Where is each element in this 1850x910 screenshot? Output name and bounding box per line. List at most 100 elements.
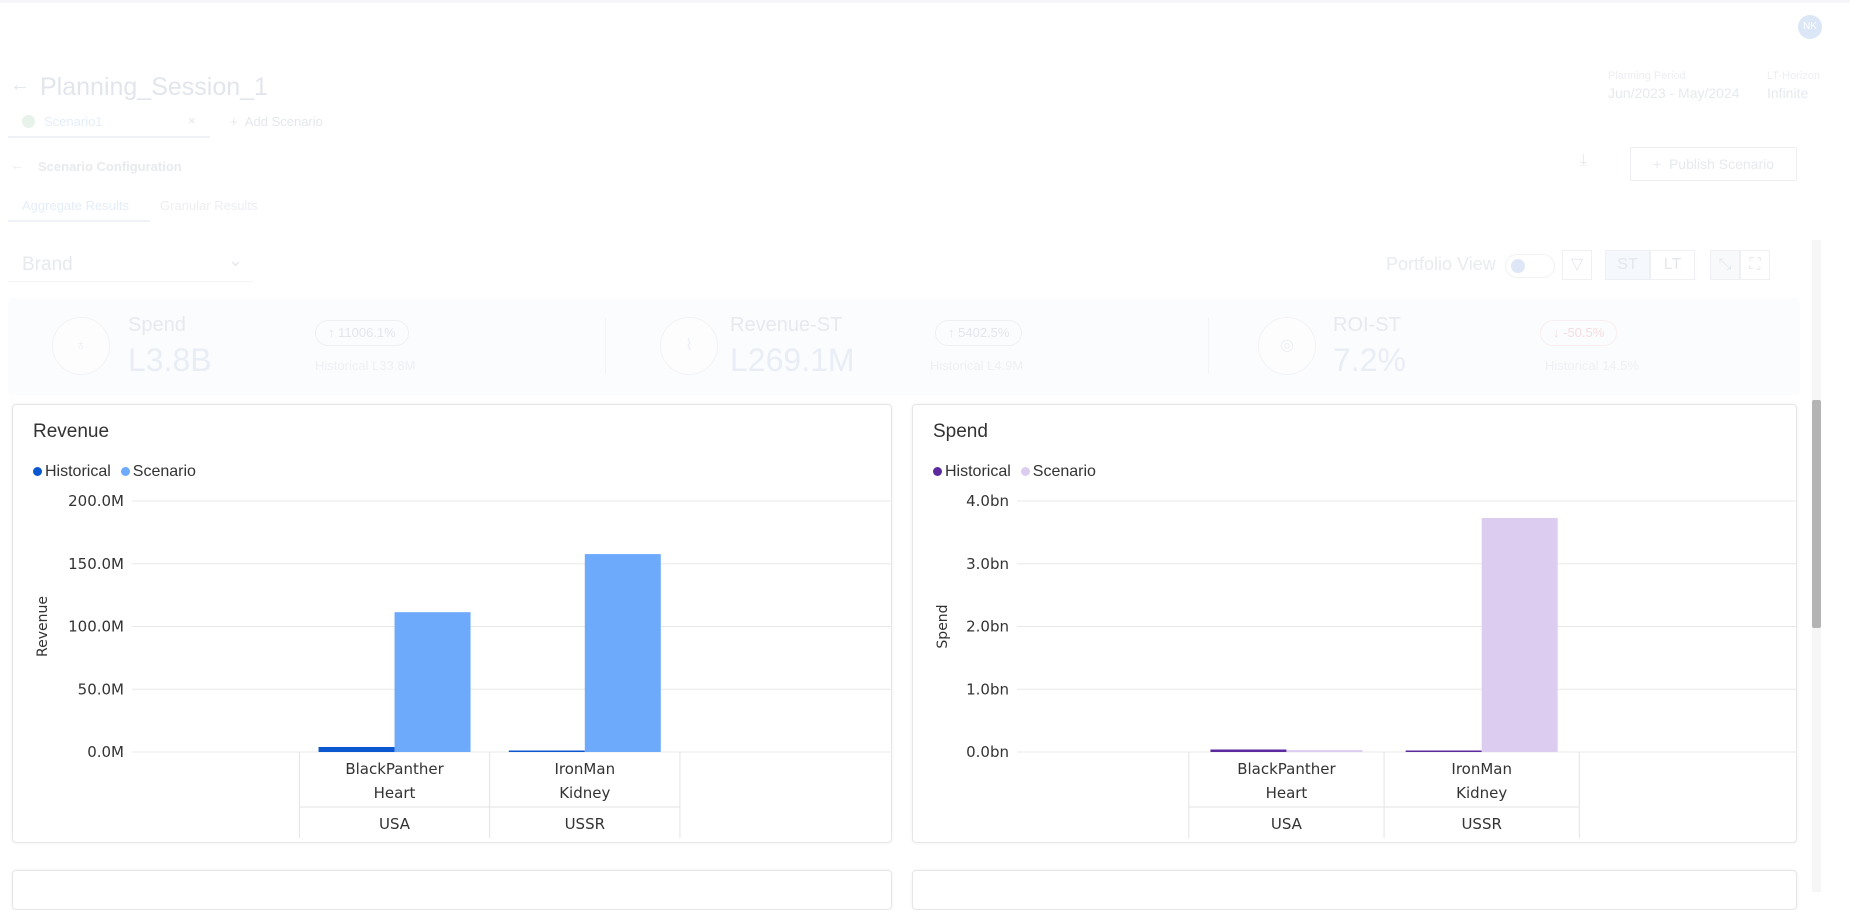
- kpi-revenue-historical: Historical L4.9M: [930, 358, 1024, 373]
- planning-period-label: Planning Period: [1608, 70, 1686, 82]
- chart-card: [912, 870, 1797, 910]
- add-scenario-label: Add Scenario: [244, 114, 323, 129]
- x-tick-label-country: USA: [1271, 815, 1303, 833]
- fullscreen-icon[interactable]: ⛶: [1740, 250, 1770, 280]
- portfolio-view-toggle[interactable]: [1505, 254, 1555, 278]
- kpi-band: ♁ Spend L3.8B ↑ 11006.1% Historical L33.…: [8, 298, 1800, 395]
- download-icon[interactable]: ⤓: [1580, 152, 1588, 169]
- top-border: [0, 0, 1850, 3]
- kpi-spend-change: ↑ 11006.1%: [315, 320, 409, 346]
- scenario-tab[interactable]: Scenario1 ×: [8, 108, 210, 138]
- bar-historical: [508, 750, 585, 752]
- lt-button[interactable]: LT: [1650, 250, 1695, 280]
- kpi-divider: [605, 318, 606, 374]
- kpi-roi-label: ROI-ST: [1333, 314, 1401, 336]
- x-tick-label-indication: Kidney: [559, 784, 610, 802]
- plus-icon: +: [1652, 156, 1669, 172]
- arrow-up-icon: ↑: [948, 325, 959, 340]
- kpi-roi-change: ↓ -50.5%: [1540, 320, 1618, 346]
- x-tick-label-country: USA: [379, 815, 411, 833]
- bar-scenario: [1286, 750, 1363, 752]
- user-avatar[interactable]: NK: [1798, 15, 1822, 39]
- spend-chart-card: Spend Historical Scenario 0.0bn 1.0bn 2.0b…: [912, 404, 1797, 843]
- y-tick-label: 0.0bn: [966, 743, 1009, 761]
- portfolio-view-label: Portfolio View: [1386, 254, 1496, 274]
- publish-scenario-button[interactable]: + Publish Scenario: [1630, 147, 1797, 181]
- filter-icon[interactable]: ▽: [1562, 250, 1592, 280]
- chart-legend: Historical Scenario: [33, 463, 196, 481]
- spend-bar-chart: 0.0bn 1.0bn 2.0bn 3.0bn 4.0bn Spend BlackPanth…: [935, 492, 1796, 838]
- kpi-spend-value: L3.8B: [128, 342, 212, 378]
- lt-horizon-label: LT-Horizon: [1767, 70, 1820, 82]
- x-tick-label-brand: BlackPanther: [345, 760, 444, 778]
- scrollbar-thumb[interactable]: [1812, 400, 1821, 628]
- chart-card: [12, 870, 892, 910]
- x-tick-label-brand: IronMan: [554, 760, 615, 778]
- target-icon: ◎: [1258, 317, 1316, 375]
- y-axis-label: Revenue: [35, 596, 51, 657]
- y-tick-label: 4.0bn: [966, 492, 1009, 510]
- y-tick-label: 3.0bn: [966, 555, 1009, 573]
- x-tick-label-country: USSR: [1461, 815, 1501, 833]
- legend-swatch: [1020, 467, 1030, 476]
- bar-historical: [1405, 750, 1482, 752]
- y-tick-label: 200.0M: [68, 492, 124, 510]
- dimension-dropdown[interactable]: Brand ⌄: [8, 244, 253, 282]
- kpi-roi-historical: Historical 14.5%: [1545, 358, 1639, 373]
- legend-item-historical[interactable]: Historical: [933, 463, 1011, 481]
- legend-swatch: [933, 467, 942, 476]
- scenario-configuration-title: Scenario Configuration: [38, 159, 182, 174]
- st-button[interactable]: ST: [1605, 250, 1650, 280]
- x-tick-label-indication: Kidney: [1456, 784, 1507, 802]
- legend-item-scenario[interactable]: Scenario: [1020, 463, 1096, 481]
- x-tick-label-brand: BlackPanther: [1237, 760, 1336, 778]
- y-tick-label: 0.0M: [87, 743, 124, 761]
- y-tick-label: 2.0bn: [966, 618, 1009, 636]
- line-chart-icon: ⌇: [660, 317, 718, 375]
- kpi-roi-value: 7.2%: [1333, 342, 1406, 378]
- tab-granular-results[interactable]: Granular Results: [160, 198, 258, 213]
- revenue-bar-chart: 0.0M 50.0M 100.0M 150.0M 200.0M Revenue BlackP…: [35, 492, 891, 838]
- y-tick-label: 1.0bn: [966, 680, 1009, 698]
- kpi-revenue-change: ↑ 5402.5%: [935, 320, 1023, 346]
- lt-horizon-value: Infinite: [1767, 85, 1809, 101]
- add-scenario-button[interactable]: + Add Scenario: [230, 114, 323, 129]
- bar-scenario: [1481, 517, 1558, 752]
- dimension-value: Brand: [22, 254, 73, 275]
- kpi-revenue-value: L269.1M: [730, 342, 855, 378]
- legend-item-scenario[interactable]: Scenario: [120, 463, 196, 481]
- arrow-down-icon: ↓: [1553, 325, 1564, 340]
- money-bag-icon: ♁: [52, 317, 110, 375]
- chevron-down-icon: ⌄: [228, 250, 244, 270]
- y-tick-label: 150.0M: [68, 555, 124, 573]
- back-arrow-icon[interactable]: ←: [10, 74, 30, 96]
- legend-swatch: [120, 467, 130, 476]
- chart-title: Revenue: [33, 421, 110, 442]
- legend-swatch: [33, 467, 42, 476]
- planning-period-value: Jun/2023 - May/2024: [1608, 85, 1740, 101]
- kpi-revenue-label: Revenue-ST: [730, 314, 843, 336]
- active-tab-underline: [8, 220, 150, 222]
- toggle-knob: [1511, 259, 1525, 273]
- plus-icon: +: [230, 114, 245, 129]
- bar-scenario: [584, 554, 661, 752]
- x-tick-label-brand: IronMan: [1451, 760, 1512, 778]
- kpi-spend-historical: Historical L33.8M: [315, 358, 416, 373]
- close-icon[interactable]: ×: [188, 113, 196, 128]
- x-tick-label-indication: Heart: [374, 784, 416, 802]
- bar-historical: [318, 746, 395, 752]
- legend-item-historical[interactable]: Historical: [33, 463, 111, 481]
- config-back-arrow-icon[interactable]: ←: [10, 157, 25, 174]
- chart-legend: Historical Scenario: [933, 463, 1096, 481]
- kpi-spend-label: Spend: [128, 314, 186, 336]
- scenario-tab-label: Scenario1: [44, 114, 103, 129]
- publish-label: Publish Scenario: [1668, 156, 1775, 172]
- collapse-icon[interactable]: ⤡: [1710, 250, 1740, 280]
- arrow-up-icon: ↑: [328, 325, 339, 340]
- scenario-status-dot: [22, 115, 35, 128]
- page-title: Planning_Session_1: [40, 73, 268, 101]
- bar-scenario: [394, 612, 471, 752]
- y-axis-label: Spend: [935, 604, 951, 648]
- tab-aggregate-results[interactable]: Aggregate Results: [22, 198, 129, 213]
- kpi-divider: [1208, 318, 1209, 374]
